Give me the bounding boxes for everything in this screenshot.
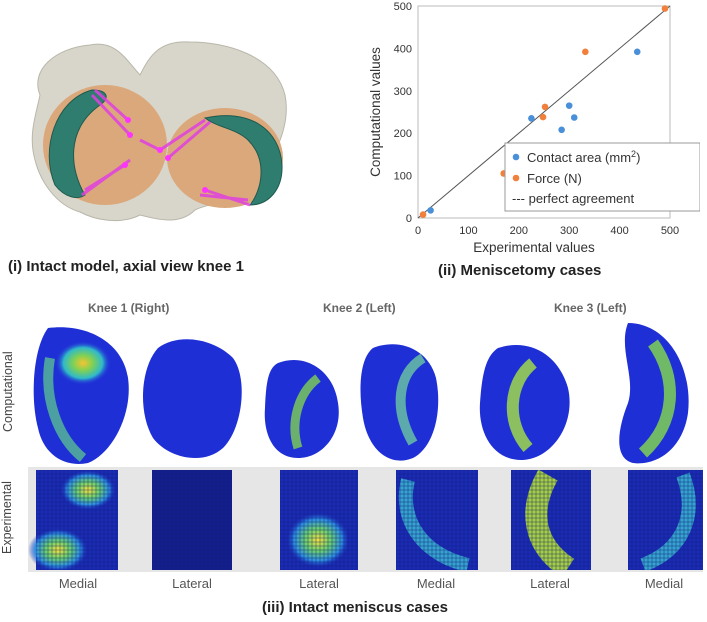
x-tick-label: 400 [610, 225, 628, 237]
contour-knee1-lateral [142, 339, 242, 459]
legend-force-marker [512, 174, 520, 182]
column-label-knee2-2: Medial [416, 576, 456, 591]
experimental-pressure-row [28, 470, 703, 570]
legend-contact-area-marker [512, 153, 520, 161]
pressure-map-knee3-medial [628, 470, 703, 570]
medial-meniscus [48, 89, 107, 198]
knee-3-title: Knee 3 (Left) [554, 301, 627, 315]
computational-contour-row [33, 323, 689, 464]
contour-knee3-medial [619, 323, 689, 464]
contact-area-point [633, 48, 641, 56]
x-tick-label: 200 [510, 225, 528, 237]
y-tick-label: 300 [394, 86, 412, 98]
lateral-meniscus [203, 115, 283, 206]
pressure-map-knee1-medial [28, 470, 118, 570]
y-axis-label: Computational values [368, 47, 383, 177]
plot-frame [417, 5, 671, 219]
y-tick-label: 200 [394, 128, 412, 140]
x-tick-label: 500 [661, 225, 679, 237]
y-tick-label: 400 [394, 43, 412, 55]
y-tick-label: 100 [394, 171, 412, 183]
contour-knee1-medial [33, 327, 129, 464]
column-label-knee1-2: Lateral [172, 576, 212, 591]
contact-area-point [528, 115, 535, 122]
force-point [582, 48, 589, 56]
contour-knee2-medial [360, 344, 439, 461]
force-point [541, 103, 549, 111]
pressure-map-knee3-lateral [511, 470, 591, 570]
pressure-map-knee1-lateral [152, 470, 232, 570]
force-point [539, 113, 547, 121]
x-tick-label: 0 [415, 225, 421, 237]
perfect-agreement-line [417, 5, 671, 219]
contact-area-point [427, 207, 434, 214]
legend-contact-area-label: Contact area (mm2) [527, 149, 640, 165]
contact-area-point [570, 114, 578, 121]
contour-knee3-lateral [479, 344, 570, 461]
meniscal-ligaments [81, 88, 251, 207]
column-label-knee2-1: Lateral [299, 576, 339, 591]
x-tick-label: 100 [459, 225, 477, 237]
knee-1-title: Knee 1 (Right) [88, 301, 170, 315]
contour-knee2-lateral [264, 359, 339, 458]
caption-meniscetomy: (ii) Meniscetomy cases [438, 262, 602, 279]
pressure-map-knee2-lateral [280, 470, 358, 570]
column-label-knee1-1: Medial [58, 576, 98, 591]
y-tick-label: 500 [394, 1, 412, 13]
y-tick-label: 0 [406, 213, 412, 225]
contact-area-point [558, 126, 565, 134]
knee-2-title: Knee 2 (Left) [323, 301, 396, 315]
caption-intact-model: (i) Intact model, axial view knee 1 [8, 258, 244, 275]
pressure-map-knee2-medial [396, 470, 478, 570]
x-axis-label: Experimental values [473, 240, 595, 255]
meniscectomy-scatter-chart: 0 100 200 300 400 500 0 100 200 300 400 500 Experime… [368, 1, 700, 255]
x-tick-label: 300 [560, 225, 578, 237]
legend-box [504, 142, 700, 212]
column-label-knee3-2: Medial [644, 576, 684, 591]
row-label-computational: Computational [1, 351, 15, 432]
legend-force-label: Force (N) [527, 171, 582, 186]
row-label-experimental: Experimental [0, 481, 14, 554]
legend-agreement-label: --- perfect agreement [512, 191, 634, 206]
knee-model-illustration [31, 41, 287, 221]
caption-intact-meniscus: (iii) Intact meniscus cases [262, 599, 448, 616]
force-point [661, 5, 669, 12]
force-point [419, 211, 427, 218]
contact-area-point [565, 102, 573, 109]
column-label-knee3-1: Lateral [530, 576, 570, 591]
